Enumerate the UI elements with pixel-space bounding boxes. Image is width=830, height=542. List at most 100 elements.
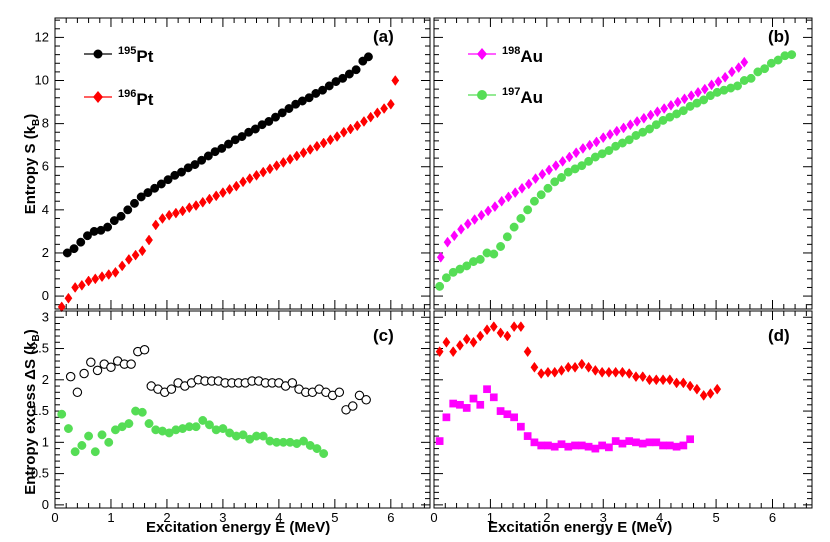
data-point <box>217 143 227 153</box>
data-point <box>660 103 669 114</box>
data-point <box>579 142 587 154</box>
data-point <box>538 168 547 180</box>
data-point <box>672 377 681 389</box>
data-point <box>678 106 688 116</box>
x-axis-title-c: Excitation energy E (MeV) <box>146 519 330 536</box>
data-point <box>727 66 736 78</box>
x-tick-label: 4 <box>656 510 663 525</box>
data-point <box>713 383 722 395</box>
data-point <box>104 437 114 447</box>
x-tick-label: 1 <box>487 510 494 525</box>
data-point <box>707 79 716 91</box>
data-point <box>604 146 614 156</box>
data-point <box>63 424 73 434</box>
data-point <box>557 173 566 182</box>
data-point <box>76 237 86 247</box>
data-point <box>584 442 593 451</box>
data-point <box>510 321 519 333</box>
data-point <box>530 438 539 447</box>
legend-element-195pt: Pt <box>136 47 153 66</box>
data-point <box>462 404 471 412</box>
data-point <box>77 441 87 450</box>
data-point <box>299 436 308 446</box>
data-point <box>638 439 647 448</box>
data-point <box>651 120 661 130</box>
data-point <box>319 137 328 149</box>
data-point <box>366 111 375 123</box>
data-point <box>218 424 228 434</box>
data-point <box>271 112 280 122</box>
data-point <box>456 400 464 409</box>
x-tick-label: 3 <box>600 510 607 525</box>
panel-label-b: (b) <box>768 27 790 46</box>
data-point <box>463 218 472 230</box>
data-point <box>71 282 80 293</box>
data-point <box>232 180 241 192</box>
panel-label-d: (d) <box>768 326 790 345</box>
data-point <box>348 401 358 411</box>
data-point <box>57 301 66 313</box>
data-point <box>144 419 154 429</box>
data-point <box>489 249 499 259</box>
data-point <box>238 430 248 440</box>
data-point <box>476 330 485 342</box>
data-point <box>130 198 139 208</box>
data-point <box>773 55 783 65</box>
data-point <box>491 201 499 213</box>
y-tick-label: 8 <box>42 116 49 131</box>
data-point <box>237 132 247 142</box>
data-point <box>536 190 546 200</box>
data-point <box>304 93 314 103</box>
legend-mass-195pt: 195 <box>118 45 136 57</box>
data-point <box>126 359 136 369</box>
y-axis-title-bottom-main: Entropy excess <box>22 384 39 495</box>
plot-frame <box>54 17 431 310</box>
data-point <box>138 245 147 257</box>
data-point <box>584 156 594 166</box>
data-point <box>605 443 613 452</box>
data-point <box>694 86 702 98</box>
data-point <box>106 362 116 373</box>
data-point <box>544 366 552 378</box>
data-point <box>441 273 451 283</box>
data-point <box>313 140 321 152</box>
data-point <box>266 163 274 175</box>
data-point <box>496 242 506 251</box>
data-point <box>530 361 539 373</box>
data-point <box>339 126 348 138</box>
data-point <box>84 275 93 287</box>
data-point <box>598 366 607 378</box>
data-point <box>163 175 173 185</box>
data-point <box>686 380 695 392</box>
data-point <box>721 71 730 83</box>
data-point <box>667 99 675 111</box>
data-point <box>449 346 458 358</box>
x-tick-label: 6 <box>387 510 394 525</box>
data-point <box>90 447 100 457</box>
data-point <box>324 81 334 91</box>
data-point <box>91 273 100 285</box>
panel-label-a: (a) <box>373 27 394 46</box>
y-tick-label: 1 <box>42 434 49 449</box>
legend-marker-198au <box>477 48 487 60</box>
data-point <box>700 83 709 95</box>
x-tick-label: 5 <box>331 510 338 525</box>
data-point <box>523 205 533 215</box>
legend-label-195pt: 195Pt <box>118 45 154 66</box>
data-point <box>449 399 458 408</box>
panel-c: 0 0.5 1 1.5 2 2.5 3 0 1 2 3 4 5 6 <box>31 309 431 525</box>
y-axis-title-top-close: ) <box>22 114 39 119</box>
data-point <box>598 441 606 450</box>
data-point <box>659 441 667 450</box>
data-point <box>680 93 689 105</box>
data-point <box>760 64 770 74</box>
y-axis-title-top-main: Entropy S (k <box>22 125 39 214</box>
data-point <box>79 368 89 379</box>
data-point <box>299 147 308 159</box>
data-point <box>150 183 160 193</box>
y-tick-label: 2.5 <box>31 341 49 356</box>
data-point <box>489 393 498 402</box>
data-point <box>524 178 533 190</box>
data-point <box>72 387 83 398</box>
